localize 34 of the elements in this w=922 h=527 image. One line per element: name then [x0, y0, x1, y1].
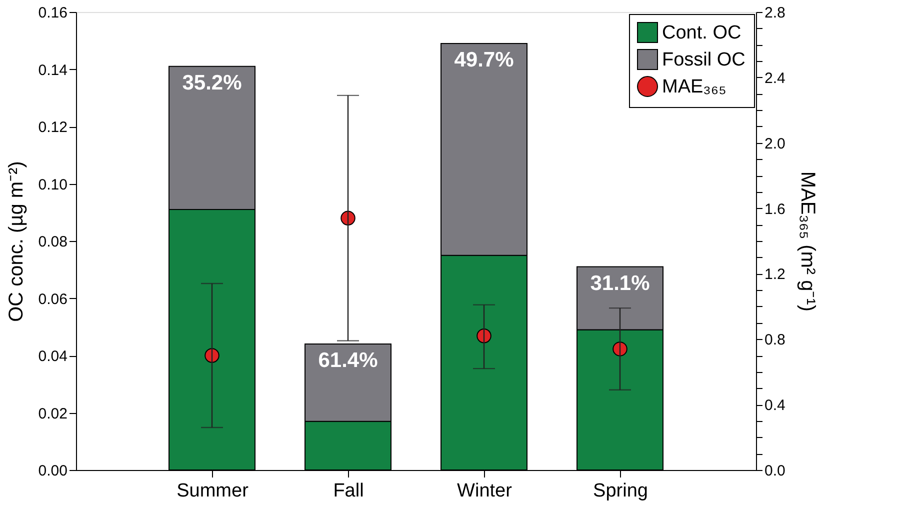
y-tick-label: 0.10 [38, 176, 68, 194]
x-tick-label: Winter [457, 480, 513, 502]
point [204, 348, 220, 363]
legend-label: Cont. OC [662, 22, 742, 44]
y2-tick-label: 0.8 [764, 332, 786, 349]
y2-tick-label: 0.4 [764, 397, 786, 414]
legend-label: MAE₃₆₅ [662, 76, 726, 98]
y-tick-label: 0.00 [38, 462, 68, 480]
y2-tick-label: 1.6 [764, 200, 786, 218]
annotation: 61.4% [318, 349, 378, 372]
annotation: 49.7% [454, 48, 514, 72]
x-tick-label: Summer [176, 480, 250, 502]
point [340, 210, 356, 226]
y-tick-label: 0.14 [38, 62, 68, 79]
y2-tick-label: 2.4 [764, 70, 786, 87]
y2-tick-label: 1.2 [764, 266, 786, 284]
y-tick-label: 0.04 [38, 348, 68, 365]
y-axis-title: OC conc. (µg m⁻²) [5, 161, 28, 322]
annotation: 35.2% [182, 71, 242, 94]
y2-axis-title: MAE₃₆₅ (m² g⁻¹) [796, 171, 818, 312]
legend-label: Fossil OC [662, 50, 746, 70]
y-tick-label: 0.16 [38, 4, 68, 22]
y-tick-label: 0.02 [38, 405, 68, 422]
y-tick-label: 0.06 [38, 290, 68, 308]
y2-tick-label: 0.0 [764, 462, 786, 480]
point [612, 342, 628, 356]
point [476, 328, 492, 344]
y2-tick-label: 2.0 [764, 135, 786, 152]
y2-tick-label: 2.8 [764, 4, 786, 22]
x-tick-label: Fall [333, 480, 364, 502]
y-tick-label: 0.08 [38, 234, 68, 250]
x-tick-label: Spring [593, 480, 648, 502]
annotation: 31.1% [590, 272, 650, 295]
y-tick-label: 0.12 [38, 119, 68, 136]
